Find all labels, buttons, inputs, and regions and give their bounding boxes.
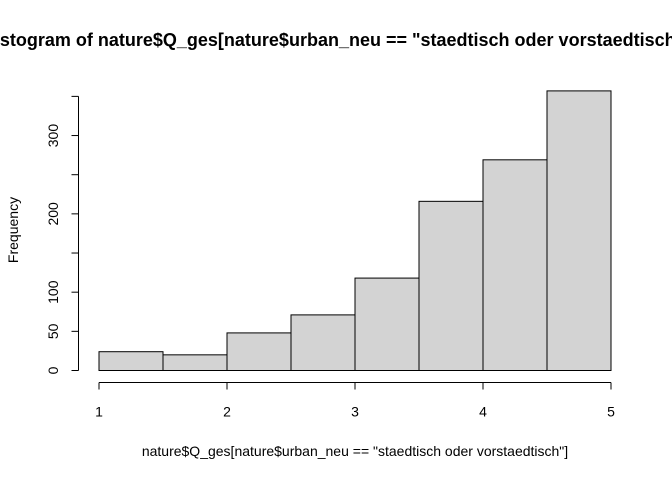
x-tick-label: 1 xyxy=(95,404,103,420)
y-tick-label: 200 xyxy=(45,202,61,226)
x-tick-label: 4 xyxy=(479,404,487,420)
histogram-bar xyxy=(162,354,228,371)
histogram-bar xyxy=(290,314,356,371)
y-tick-label: 300 xyxy=(45,124,61,148)
histogram-bar xyxy=(546,90,612,371)
x-tick-label: 3 xyxy=(351,404,359,420)
histogram-bar xyxy=(482,159,548,371)
histogram-bar xyxy=(354,277,420,371)
y-tick-label: 0 xyxy=(45,366,61,374)
chart-title: Histogram of nature$Q_ges[nature$urban_n… xyxy=(0,30,672,50)
bars-group xyxy=(98,90,612,372)
y-axis-label: Frequency xyxy=(5,197,21,263)
x-tick-label: 2 xyxy=(223,404,231,420)
y-axis: 0 50 100 200 300 xyxy=(45,95,79,374)
y-tick-label: 50 xyxy=(45,323,61,339)
histogram-bar xyxy=(226,332,292,372)
y-tick-label: 100 xyxy=(45,280,61,304)
histogram-bar xyxy=(418,200,484,371)
x-axis-label: nature$Q_ges[nature$urban_neu == "staedt… xyxy=(142,443,568,459)
x-axis: 1 2 3 4 5 xyxy=(95,382,615,420)
x-tick-label: 5 xyxy=(607,404,615,420)
histogram-bar xyxy=(98,351,164,371)
